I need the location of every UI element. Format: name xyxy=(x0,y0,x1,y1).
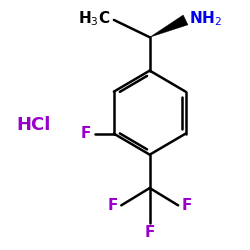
Text: F: F xyxy=(144,225,155,240)
Text: F: F xyxy=(107,198,118,213)
Polygon shape xyxy=(150,15,188,37)
Text: F: F xyxy=(80,126,91,141)
Text: H$_3$C: H$_3$C xyxy=(78,9,110,28)
Text: F: F xyxy=(182,198,192,213)
Text: HCl: HCl xyxy=(16,116,51,134)
Text: NH$_2$: NH$_2$ xyxy=(189,9,222,28)
